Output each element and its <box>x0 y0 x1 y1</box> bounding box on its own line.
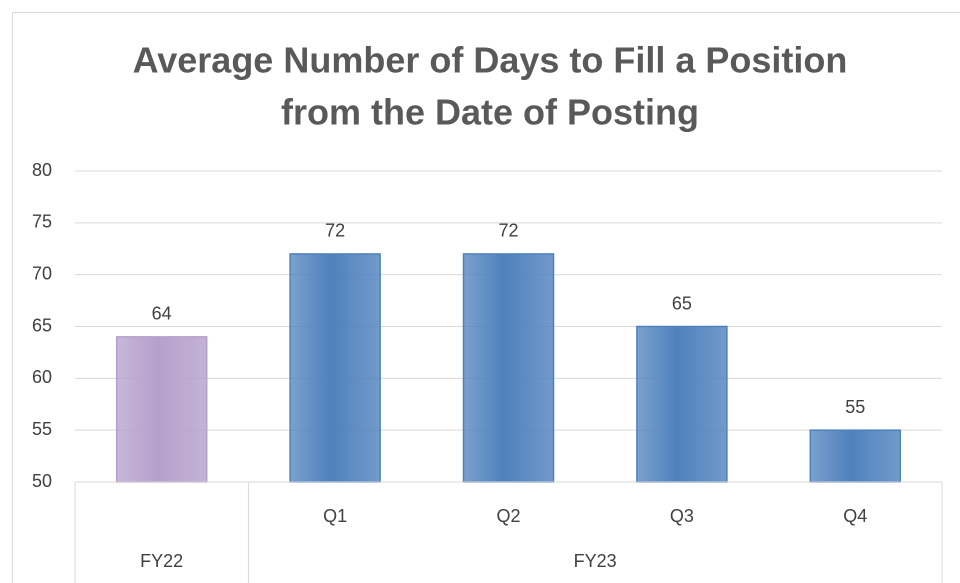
data-label: 55 <box>845 397 865 417</box>
chart-title: Average Number of Days to Fill a Positio… <box>133 40 848 81</box>
chart-border <box>12 12 960 583</box>
x-tick-label: Q1 <box>323 506 347 526</box>
bar <box>636 325 728 483</box>
chart-title: from the Date of Posting <box>281 92 699 133</box>
group-label: FY22 <box>140 551 183 571</box>
y-tick-label: 60 <box>32 367 52 387</box>
group-label: FY23 <box>574 551 617 571</box>
bar <box>289 253 381 483</box>
data-label: 72 <box>498 221 518 241</box>
x-tick-label: Q3 <box>670 506 694 526</box>
bar <box>462 253 555 483</box>
x-tick-label: Q4 <box>843 506 867 526</box>
data-label: 64 <box>152 304 172 324</box>
data-label: 65 <box>672 293 692 313</box>
y-tick-label: 70 <box>32 263 52 283</box>
y-tick-label: 50 <box>32 471 52 491</box>
bar <box>809 429 902 483</box>
x-tick-label: Q2 <box>496 506 520 526</box>
y-tick-label: 65 <box>32 315 52 335</box>
bar <box>115 336 208 483</box>
y-tick-label: 75 <box>32 212 52 232</box>
y-tick-label: 55 <box>32 419 52 439</box>
y-tick-label: 80 <box>32 160 52 180</box>
data-label: 72 <box>325 221 345 241</box>
